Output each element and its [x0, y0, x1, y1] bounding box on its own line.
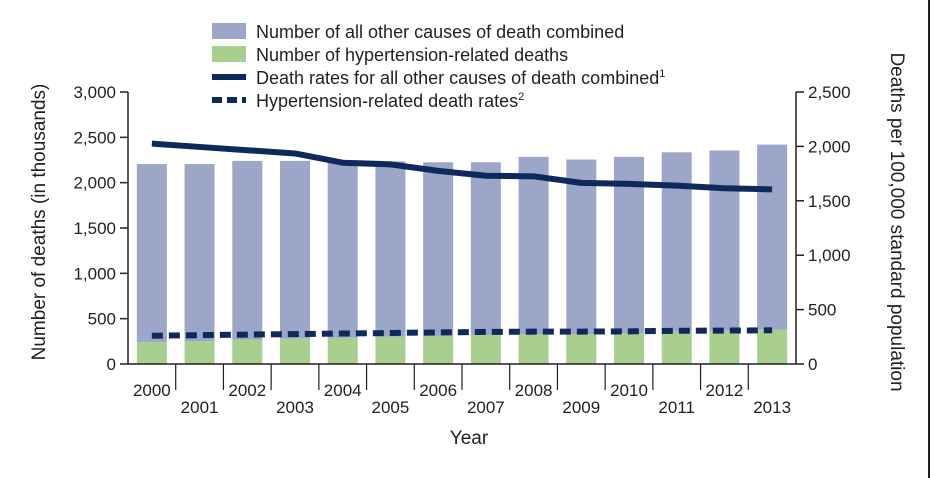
- y-tick-label-left: 500: [88, 310, 116, 329]
- x-tick-label-2005: 2005: [372, 398, 410, 417]
- bar-hypertension-2010: [614, 333, 644, 364]
- legend-label-other-causes-rate: Death rates for all other causes of deat…: [256, 68, 665, 88]
- bar-hypertension-2000: [136, 342, 167, 364]
- x-tick-label-2007: 2007: [467, 398, 505, 417]
- line-other-causes-rate: [151, 140, 773, 193]
- x-tick-label-2009: 2009: [562, 398, 600, 417]
- bar-hypertension-2005: [375, 336, 406, 364]
- x-tick-label-2013: 2013: [753, 398, 791, 417]
- y-tick-label-right: 2,500: [808, 83, 851, 102]
- bar-hypertension-2002: [232, 339, 263, 364]
- x-tick-label-2000: 2000: [133, 381, 171, 400]
- y-axis-label: Number of deaths (in thousands): [29, 84, 50, 361]
- bar-hypertension-2006: [423, 335, 454, 364]
- y-tick-label-left: 1,500: [73, 219, 116, 238]
- x-tick-label-2003: 2003: [276, 398, 314, 417]
- y-tick-label-left: 2,000: [73, 174, 116, 193]
- x-tick-label-2004: 2004: [324, 381, 362, 400]
- bar-other-causes-2007: [470, 162, 501, 335]
- legend-swatch-hypertension-bar: [212, 46, 246, 62]
- bar-other-causes-2008: [518, 156, 549, 335]
- line-hypertension-rate: [151, 327, 773, 339]
- y-tick-label-right: 2,000: [808, 137, 851, 156]
- bar-other-causes-2005: [375, 161, 406, 337]
- axes: 0 500 1,000 1,500 2,000 2,500 3,000 0 500 1,000 1,…: [73, 83, 850, 417]
- bar-other-causes-2000: [136, 164, 167, 343]
- bar-other-causes-2012: [709, 150, 740, 331]
- y-tick-label-left: 3,000: [73, 83, 116, 102]
- y-tick-label-right: 1,500: [808, 192, 851, 211]
- x-tick-label-2002: 2002: [228, 381, 266, 400]
- y-tick-label-left: 1,000: [73, 264, 116, 283]
- x-tick-label-2010: 2010: [610, 381, 648, 400]
- bar-other-causes-2003: [280, 160, 310, 339]
- y2-axis-label: Deaths per 100,000 standard population: [886, 52, 907, 391]
- x-tick-label-2008: 2008: [515, 381, 553, 400]
- bar-other-causes-2013: [757, 144, 788, 330]
- x-tick-label-2012: 2012: [706, 381, 744, 400]
- bar-other-causes-2004: [327, 161, 358, 338]
- bar-hypertension-2011: [661, 331, 692, 364]
- bar-hypertension-2007: [470, 334, 501, 364]
- bar-hypertension-2009: [566, 334, 597, 364]
- y-tick-label-left: 0: [107, 355, 116, 374]
- y-tick-label-right: 500: [808, 301, 836, 320]
- legend-label-other-causes-bar: Number of all other causes of death comb…: [256, 22, 624, 42]
- bar-hypertension-2012: [709, 330, 740, 364]
- legend: Number of all other causes of death comb…: [212, 22, 665, 111]
- y-tick-label-right: 0: [808, 355, 817, 374]
- bar-hypertension-2003: [280, 338, 310, 364]
- y-tick-label-left: 2,500: [73, 128, 116, 147]
- x-tick-label-2006: 2006: [419, 381, 457, 400]
- bar-hypertension-2013: [757, 329, 788, 364]
- bar-hypertension-2001: [184, 341, 215, 364]
- bar-other-causes-2009: [566, 159, 597, 335]
- bar-other-causes-2006: [423, 162, 454, 336]
- bar-other-causes-2002: [232, 160, 263, 340]
- y-tick-label-right: 1,000: [808, 246, 851, 265]
- legend-superscript: 2: [518, 91, 524, 103]
- bar-hypertension-2004: [327, 337, 358, 364]
- x-tick-label-2011: 2011: [658, 398, 695, 417]
- legend-superscript: 1: [659, 68, 665, 80]
- bar-other-causes-2001: [184, 164, 215, 342]
- bars: [136, 144, 788, 364]
- legend-swatch-other-causes-bar: [212, 23, 246, 39]
- bar-hypertension-2008: [518, 334, 549, 364]
- x-axis-label: Year: [450, 428, 489, 449]
- frame-rule: [928, 0, 930, 478]
- bar-other-causes-2011: [661, 152, 692, 332]
- legend-label-hypertension-rate: Hypertension-related death rates2: [256, 91, 524, 111]
- legend-label-hypertension-bar: Number of hypertension-related deaths: [256, 45, 568, 65]
- x-tick-label-2001: 2001: [181, 398, 219, 417]
- lines: [151, 140, 773, 339]
